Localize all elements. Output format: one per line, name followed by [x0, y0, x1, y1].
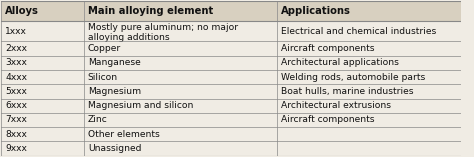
- Text: Architectural applications: Architectural applications: [281, 58, 399, 67]
- Bar: [1, 21, 461, 41]
- Text: Aircraft components: Aircraft components: [281, 115, 374, 125]
- Text: 2xxx: 2xxx: [5, 44, 27, 53]
- Bar: [1, 56, 461, 70]
- Text: Other elements: Other elements: [88, 130, 160, 139]
- Bar: [1, 70, 461, 84]
- Text: Mostly pure aluminum; no major: Mostly pure aluminum; no major: [88, 23, 238, 32]
- Text: 9xxx: 9xxx: [5, 144, 27, 153]
- Text: Welding rods, automobile parts: Welding rods, automobile parts: [281, 73, 425, 82]
- Bar: [1, 113, 461, 127]
- Text: 4xxx: 4xxx: [5, 73, 27, 82]
- Text: alloying additions: alloying additions: [88, 33, 170, 42]
- Text: Magnesium: Magnesium: [88, 87, 141, 96]
- Text: Electrical and chemical industries: Electrical and chemical industries: [281, 27, 436, 36]
- Text: Boat hulls, marine industries: Boat hulls, marine industries: [281, 87, 413, 96]
- Bar: [1, 84, 461, 99]
- Text: Alloys: Alloys: [5, 6, 39, 16]
- Text: Aircraft components: Aircraft components: [281, 44, 374, 53]
- Text: 8xxx: 8xxx: [5, 130, 27, 139]
- Text: 5xxx: 5xxx: [5, 87, 27, 96]
- Text: Architectural extrusions: Architectural extrusions: [281, 101, 391, 110]
- Text: 6xxx: 6xxx: [5, 101, 27, 110]
- Bar: [1, 41, 461, 56]
- Bar: [1, 99, 461, 113]
- Text: 7xxx: 7xxx: [5, 115, 27, 125]
- Bar: [1, 127, 461, 141]
- Text: Applications: Applications: [281, 6, 351, 16]
- Text: Manganese: Manganese: [88, 58, 141, 67]
- Text: 3xxx: 3xxx: [5, 58, 27, 67]
- Text: 1xxx: 1xxx: [5, 27, 27, 36]
- Text: Magnesium and silicon: Magnesium and silicon: [88, 101, 193, 110]
- Bar: [1, 141, 461, 156]
- Text: Silicon: Silicon: [88, 73, 118, 82]
- Text: Unassigned: Unassigned: [88, 144, 141, 153]
- Bar: [1, 1, 461, 21]
- Text: Zinc: Zinc: [88, 115, 108, 125]
- Text: Main alloying element: Main alloying element: [88, 6, 213, 16]
- Text: Copper: Copper: [88, 44, 121, 53]
